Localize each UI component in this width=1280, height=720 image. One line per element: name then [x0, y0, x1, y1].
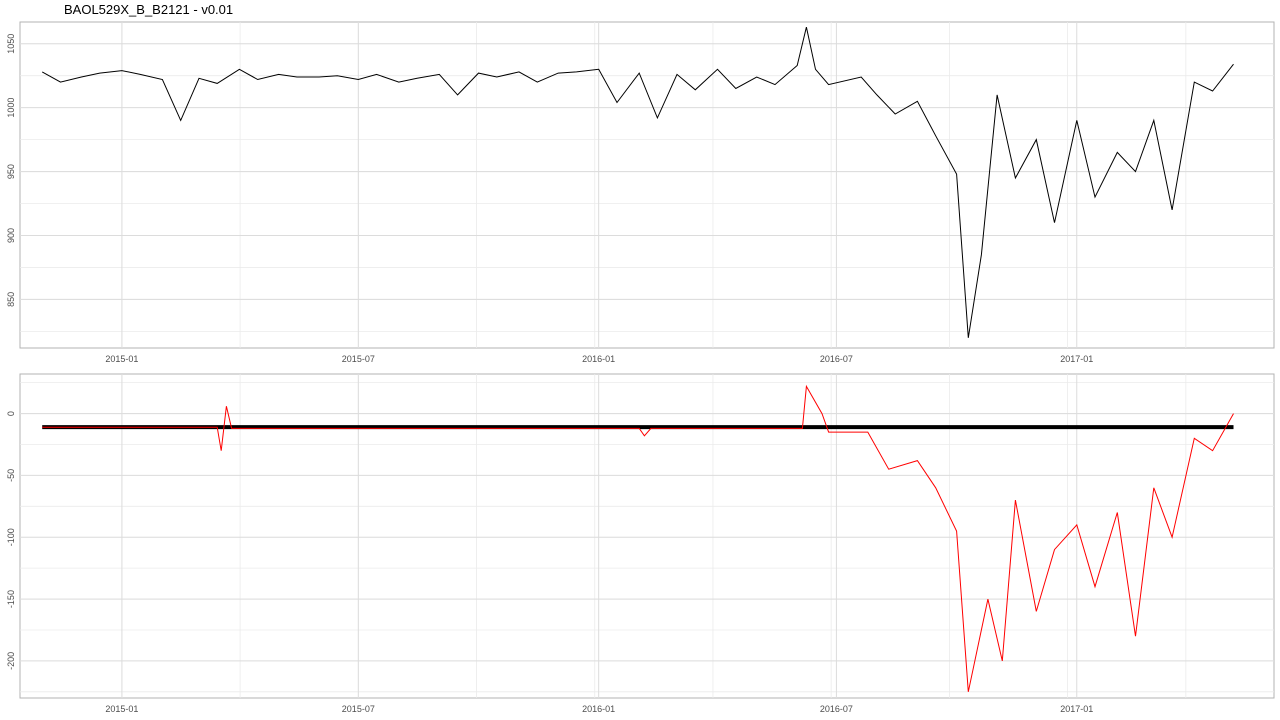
x-tick-label: 2016-07	[820, 354, 853, 364]
x-tick-label: 2017-01	[1060, 704, 1093, 714]
y-tick-label: 900	[6, 228, 16, 243]
y-tick-label: 0	[6, 411, 16, 416]
panel-2	[19, 373, 1275, 699]
series-line-2	[42, 384, 1234, 692]
y-tick-label: -50	[6, 469, 16, 482]
y-tick-label: -150	[6, 590, 16, 608]
x-tick-label: 2015-07	[342, 704, 375, 714]
x-tick-label: 2016-07	[820, 704, 853, 714]
y-tick-label: 1000	[6, 98, 16, 118]
y-tick-label: 950	[6, 164, 16, 179]
chart-title: BAOL529X_B_B2121 - v0.01	[64, 2, 234, 17]
y-tick-label: -200	[6, 652, 16, 670]
x-tick-label: 2016-01	[582, 704, 615, 714]
x-tick-label: 2017-01	[1060, 354, 1093, 364]
x-tick-label: 2015-01	[105, 704, 138, 714]
x-tick-label: 2016-01	[582, 354, 615, 364]
series-line-1	[41, 26, 1234, 338]
x-tick-label: 2015-07	[342, 354, 375, 364]
y-tick-label: 850	[6, 292, 16, 307]
x-tick-label: 2015-01	[105, 354, 138, 364]
y-tick-label: -100	[6, 528, 16, 546]
y-tick-label: 1050	[6, 34, 16, 54]
